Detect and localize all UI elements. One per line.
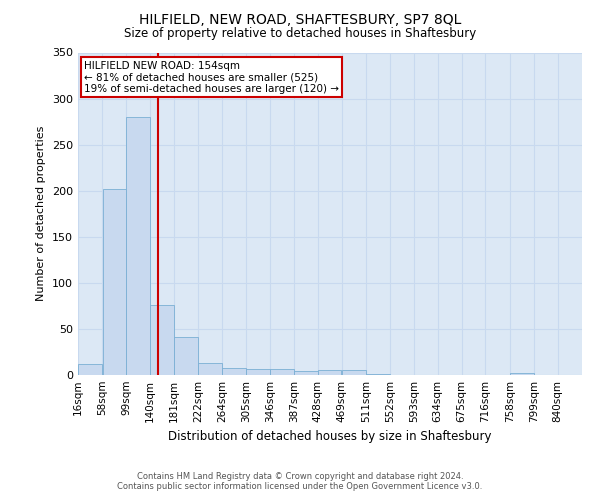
Text: HILFIELD NEW ROAD: 154sqm
← 81% of detached houses are smaller (525)
19% of semi: HILFIELD NEW ROAD: 154sqm ← 81% of detac… [84, 60, 339, 94]
Bar [174, 337, 198, 375]
Bar [223, 368, 246, 375]
Bar [127, 117, 150, 375]
Bar [103, 189, 126, 375]
Bar [366, 374, 390, 375]
Bar [294, 372, 317, 375]
X-axis label: Distribution of detached houses by size in Shaftesbury: Distribution of detached houses by size … [168, 430, 492, 444]
Text: Size of property relative to detached houses in Shaftesbury: Size of property relative to detached ho… [124, 28, 476, 40]
Bar [342, 370, 366, 375]
Bar [151, 305, 174, 375]
Bar [247, 370, 270, 375]
Text: Contains HM Land Registry data © Crown copyright and database right 2024.
Contai: Contains HM Land Registry data © Crown c… [118, 472, 482, 491]
Bar [318, 370, 341, 375]
Bar [198, 363, 222, 375]
Y-axis label: Number of detached properties: Number of detached properties [37, 126, 46, 302]
Bar [270, 370, 294, 375]
Bar [510, 373, 533, 375]
Text: HILFIELD, NEW ROAD, SHAFTESBURY, SP7 8QL: HILFIELD, NEW ROAD, SHAFTESBURY, SP7 8QL [139, 12, 461, 26]
Bar [78, 364, 102, 375]
